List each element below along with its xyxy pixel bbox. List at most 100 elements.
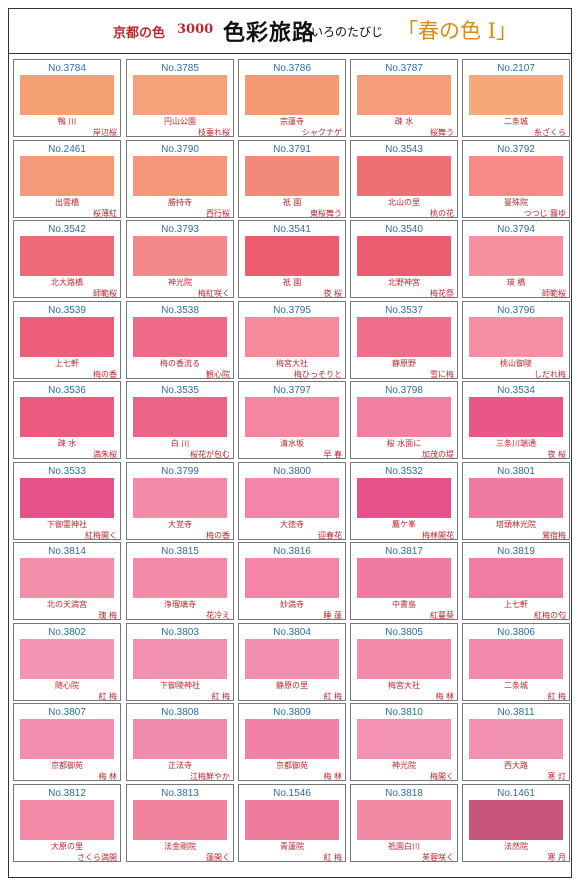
place-name: 梅宮大社 [276, 358, 308, 368]
color-code: No.3809 [273, 707, 311, 718]
color-swatch [469, 75, 563, 115]
color-name: 西行桜 [206, 208, 230, 218]
color-code: No.3800 [273, 465, 311, 477]
color-swatch [245, 316, 339, 357]
color-code: No.3541 [273, 224, 311, 235]
color-swatch-card: No.3804 静原の里紅 梅 [238, 622, 346, 701]
color-name: 梅ひっそりと [294, 369, 342, 379]
color-swatch-card: No.3786 宗蓮寺 シャクナゲ [238, 59, 346, 137]
color-swatch [20, 316, 114, 357]
color-code: No.3803 [161, 626, 199, 638]
color-code: No.3798 [385, 385, 423, 396]
color-swatch-card: No.3539 上七軒 梅の香 [13, 300, 121, 379]
color-swatch [245, 155, 339, 196]
color-code: No.2461 [48, 143, 86, 155]
color-name: しだれ梅 [534, 369, 566, 379]
color-code: No.3819 [497, 546, 535, 557]
color-swatch [357, 236, 451, 276]
place-name: 法金剛院 [164, 841, 196, 851]
place-name: 梅宮大社 [388, 680, 420, 690]
color-code: No.3813 [161, 787, 199, 799]
color-swatch [357, 155, 451, 196]
color-code: No.3805 [385, 626, 423, 638]
color-code: No.3808 [161, 707, 199, 718]
color-code: No.3797 [273, 385, 311, 396]
color-name: 紅蔓葵 [430, 611, 454, 620]
color-name: 睡 蓮 [323, 611, 342, 620]
color-swatch-card: No.3540 北野神宮 梅花祭 [350, 220, 458, 298]
color-name: 梅 林 [323, 772, 342, 781]
color-swatch [20, 75, 114, 115]
color-code: No.3807 [48, 707, 86, 718]
color-swatch [357, 799, 451, 840]
color-swatch-card: No.3799 大覚寺 梅の香 [126, 461, 234, 540]
chart-title: 色彩旅路 [223, 20, 316, 46]
color-swatch [133, 397, 227, 437]
color-swatch-card: No.2107 二条城 糸ざくら [462, 59, 570, 137]
place-name: 鷹ケ峯 [392, 519, 416, 529]
color-code: No.3795 [273, 304, 311, 316]
color-name: 雪に梅 [430, 369, 454, 379]
color-swatch [20, 558, 114, 598]
color-code: No.3810 [385, 707, 423, 718]
color-code: No.3811 [497, 707, 535, 718]
color-swatch-card: No.3541 祇 園夜 桜 [238, 220, 346, 298]
color-swatch [245, 799, 339, 840]
place-name: 北山の里 [388, 197, 420, 207]
color-swatch [133, 155, 227, 196]
color-swatch-card: No.3533 下御霊神社 紅梅開く [13, 461, 121, 540]
place-name: 下御霊神社 [47, 519, 87, 529]
color-swatch-card: No.3809 京都御苑梅 林 [238, 703, 346, 781]
color-name: 東桜舞う [310, 208, 342, 218]
color-name: 紅 梅 [323, 852, 342, 862]
color-swatch-card: No.3801 塔頭林光院 鶯宿梅 [462, 461, 570, 540]
color-code: No.3787 [385, 63, 423, 74]
color-code: No.3538 [161, 304, 199, 316]
place-name: 北大路橋 [51, 278, 83, 287]
color-name: 紅 梅 [323, 691, 342, 701]
color-code: No.3542 [48, 224, 86, 235]
color-swatch-card: No.3796 桃山御陵 しだれ梅 [462, 300, 570, 379]
color-swatch-card: No.1461 法然院寒 月 [462, 783, 570, 862]
color-name: 加茂の堤 [422, 450, 454, 459]
series-label: 京都の色 [113, 26, 166, 41]
place-name: 三条川端通 [496, 439, 536, 448]
place-name: 出雲橋 [55, 197, 79, 207]
color-code: No.2107 [497, 63, 535, 74]
color-swatch [357, 397, 451, 437]
place-name: 京都御苑 [51, 761, 83, 770]
color-swatch [357, 316, 451, 357]
color-swatch [133, 75, 227, 115]
place-name: 正法寺 [168, 761, 192, 770]
color-swatch [469, 397, 563, 437]
color-name: 梅の香 [206, 530, 230, 540]
color-name: 蓮開く [206, 852, 230, 862]
color-code: No.3793 [161, 224, 199, 235]
place-name: 瑛 橋 [506, 278, 526, 287]
color-swatch-card: No.3802 随心院紅 梅 [13, 622, 121, 701]
color-code: No.3799 [161, 465, 199, 477]
color-code: No.3534 [497, 385, 535, 396]
color-swatch-card: No.3791 祇 園東桜舞う [238, 139, 346, 218]
place-name: 桜 水面に [386, 439, 422, 448]
color-swatch-card: No.3543 北山の里 桃の花 [350, 139, 458, 218]
color-code: No.3791 [273, 143, 311, 155]
color-swatch [20, 719, 114, 759]
place-name: 二条城 [504, 680, 528, 690]
place-name: 祇 園 [282, 197, 302, 207]
color-swatch-card: No.3537 静原野 雪に梅 [350, 300, 458, 379]
color-name: 桜舞う [430, 128, 454, 137]
place-name: 浄瑠璃寺 [164, 600, 196, 609]
place-name: 勝持寺 [168, 197, 192, 207]
color-swatch-card: No.3815 浄瑠璃寺 花冷え [126, 542, 234, 620]
color-swatch-card: No.3805 梅宮大社梅 林 [350, 622, 458, 701]
color-swatch-card: No.3811 西大路寒 灯 [462, 703, 570, 781]
chart-subtitle: いろのたびじ [311, 25, 384, 39]
color-code: No.1546 [273, 787, 311, 799]
color-name: 梅の香 [93, 369, 117, 379]
place-name: 曼殊院 [504, 197, 528, 207]
color-swatch [133, 236, 227, 276]
color-swatch [20, 477, 114, 518]
color-name: 梅林開花 [422, 530, 454, 540]
color-name: 観心院 [206, 369, 230, 379]
